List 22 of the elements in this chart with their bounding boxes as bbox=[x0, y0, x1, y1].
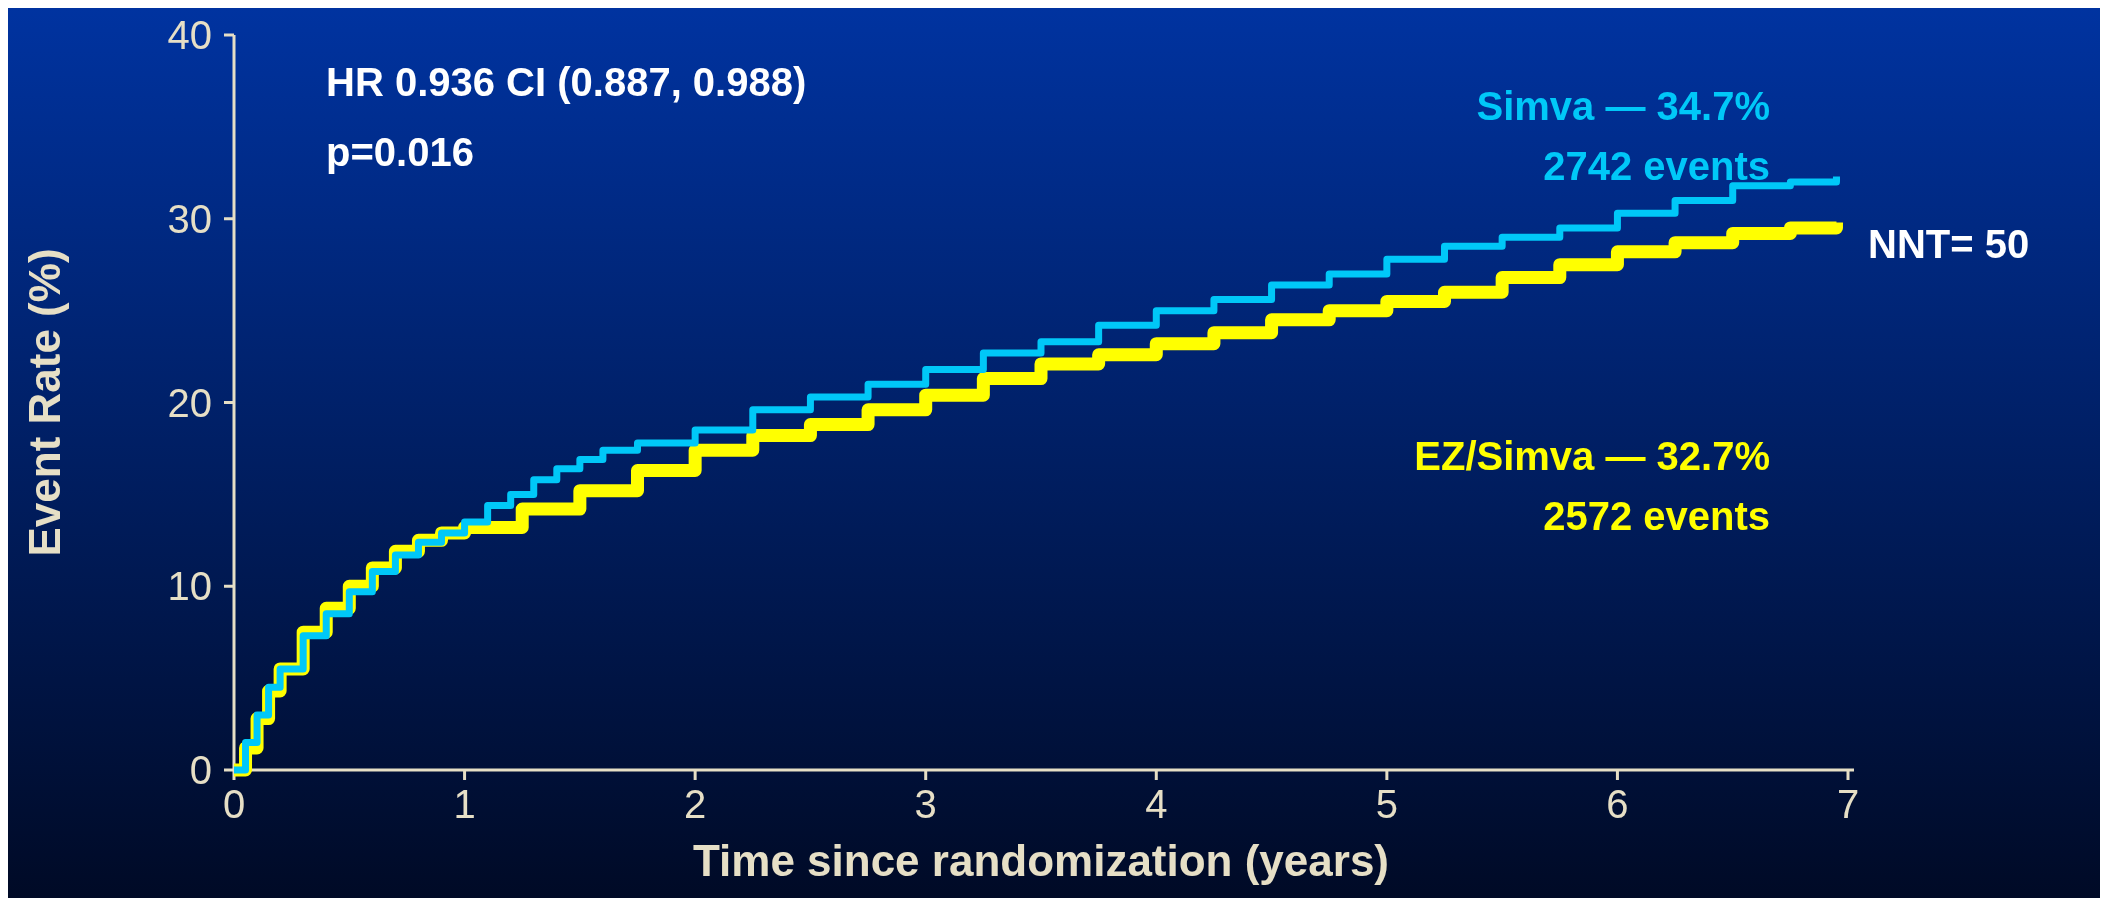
annotation: 2742 events bbox=[1543, 144, 1770, 188]
text: NNT= 50 bbox=[1868, 222, 2030, 266]
y-tick-label: 10 bbox=[167, 564, 212, 609]
x-tick-label: 3 bbox=[914, 782, 937, 826]
x-tick-label: 1 bbox=[453, 782, 476, 826]
y-tick-label: 20 bbox=[167, 380, 212, 425]
y-tick-label: 30 bbox=[167, 196, 212, 241]
y-tick-label: 0 bbox=[189, 748, 212, 792]
x-tick-label: 5 bbox=[1375, 782, 1398, 826]
series-label: Simva — 34.7% bbox=[1476, 84, 1770, 128]
annotation: HR 0.936 CI (0.887, 0.988) bbox=[326, 60, 807, 104]
annotation: 2572 events bbox=[1543, 494, 1770, 538]
x-tick-label: 7 bbox=[1836, 782, 1860, 826]
x-tick-label: 6 bbox=[1606, 782, 1629, 826]
text: EZ/Simva — 32.7% bbox=[1414, 434, 1770, 478]
y-tick-label: 40 bbox=[167, 13, 212, 57]
x-axis-title: Time since randomization (years) bbox=[692, 836, 1390, 885]
x-tick-label: 2 bbox=[684, 782, 707, 826]
x-tick-label: 4 bbox=[1145, 782, 1168, 826]
x-tick-label: 0 bbox=[222, 782, 246, 826]
y-axis-title: Event Rate (%) bbox=[20, 248, 69, 557]
annotation: p=0.016 bbox=[326, 130, 474, 174]
